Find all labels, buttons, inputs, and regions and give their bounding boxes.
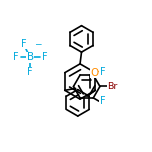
Text: F: F: [100, 96, 105, 106]
Text: O: O: [90, 68, 99, 78]
Text: F: F: [100, 67, 105, 77]
Text: F: F: [13, 52, 18, 62]
Text: −: −: [96, 66, 103, 75]
Text: Br: Br: [107, 82, 118, 91]
Text: B: B: [26, 52, 34, 62]
Text: F: F: [27, 67, 33, 77]
Text: −: −: [34, 40, 42, 48]
Text: F: F: [42, 52, 48, 62]
Text: F: F: [21, 39, 26, 49]
